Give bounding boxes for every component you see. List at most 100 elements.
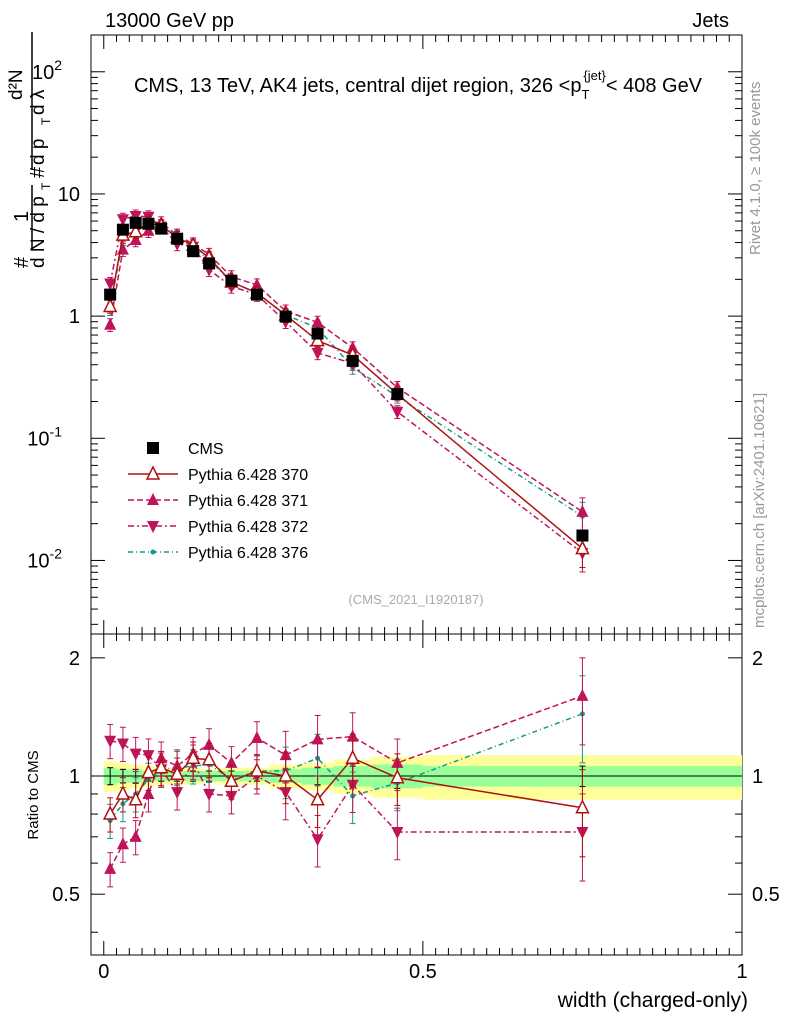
data-point-triangle-open xyxy=(185,749,201,764)
data-point-triangle-open xyxy=(390,769,405,784)
data-point-triangle-open xyxy=(141,763,156,779)
data-point-square xyxy=(187,245,200,258)
data-point-triangle-open xyxy=(278,767,293,782)
svg-text:d λ: d λ xyxy=(28,89,49,115)
svg-text:1: 1 xyxy=(11,211,33,222)
data-point-triangle-down xyxy=(147,521,159,533)
data-point-triangle-up xyxy=(104,861,117,874)
y-tick-label: 10 xyxy=(58,184,80,206)
data-point-triangle-open xyxy=(310,331,325,347)
data-point-square xyxy=(346,354,359,367)
data-point-square xyxy=(279,310,292,323)
y-tick-label-right: 1 xyxy=(752,766,763,788)
data-point-triangle-down xyxy=(129,748,142,761)
y-tick-label: 10-1 xyxy=(27,423,62,450)
data-point-triangle-open xyxy=(102,805,118,820)
data-point-triangle-open xyxy=(345,749,360,764)
x-tick-label: 1 xyxy=(736,961,747,983)
data-point-triangle-down xyxy=(203,788,216,801)
y-tick-label: 1 xyxy=(69,766,80,788)
legend-item: Pythia 6.428 370 xyxy=(128,465,308,484)
data-point-square xyxy=(225,274,238,287)
data-point-triangle-open xyxy=(102,297,118,313)
series-pythia-6-428-370 xyxy=(102,214,590,569)
data-point-triangle-down xyxy=(311,347,324,360)
header-left: 13000 GeV pp xyxy=(105,10,234,32)
data-point-triangle-down xyxy=(116,738,129,751)
y-tick-label: 0.5 xyxy=(52,884,80,906)
data-point-triangle-down xyxy=(171,787,184,800)
data-point-triangle-up xyxy=(116,837,129,850)
data-point-square xyxy=(250,288,263,301)
x-tick-label: 0 xyxy=(98,961,109,983)
svg-text:d²N: d²N xyxy=(6,69,27,100)
data-point-triangle-open xyxy=(224,772,239,787)
data-point-square xyxy=(576,529,589,542)
data-point-triangle-up xyxy=(311,732,324,745)
mcplots-label: mcplots.cern.ch [arXiv:2401.10621] xyxy=(751,393,768,628)
data-point-square xyxy=(116,223,129,236)
series-pythia-6-428-376 xyxy=(107,218,586,536)
y-tick-label: 2 xyxy=(69,648,80,670)
legend-label: Pythia 6.428 370 xyxy=(188,467,308,484)
legend-item: Pythia 6.428 371 xyxy=(128,493,308,510)
legend-item: Pythia 6.428 372 xyxy=(128,519,308,536)
ratio-series-pythia-6-428-370 xyxy=(102,733,590,858)
ratio-axis-ticks: 0.5 0.5 1 1 2 2 0 0.5 1 xyxy=(52,634,780,983)
data-point-triangle-up xyxy=(311,315,324,328)
ratio-series-pythia-6-428-372 xyxy=(104,723,589,882)
series-pythia-6-428-371 xyxy=(104,215,589,532)
data-point-triangle-up xyxy=(116,242,129,255)
data-point-triangle-up xyxy=(576,504,589,517)
main-series-layer xyxy=(102,209,590,573)
data-point-triangle-up xyxy=(250,730,263,743)
legend-label: Pythia 6.428 372 xyxy=(188,519,308,536)
data-point-square xyxy=(203,257,216,270)
data-point-triangle-open xyxy=(128,223,143,238)
svg-text:d p: d p xyxy=(28,139,49,165)
data-point-triangle-down xyxy=(391,406,404,419)
data-point-triangle-open xyxy=(128,791,143,806)
y-tick-label: 102 xyxy=(32,57,62,84)
data-point-square xyxy=(391,388,404,401)
data-point-triangle-up xyxy=(142,786,155,799)
data-point-triangle-up xyxy=(147,493,159,505)
main-title: CMS, 13 TeV, AK4 jets, central dijet reg… xyxy=(134,68,703,102)
data-point-triangle-open xyxy=(575,539,590,555)
data-point-triangle-open xyxy=(115,785,131,800)
y-tick-label: 1 xyxy=(69,306,80,328)
ratio-series-layer xyxy=(102,657,590,888)
data-point-square xyxy=(155,222,168,235)
data-point-triangle-open xyxy=(249,762,265,777)
legend-item: CMS xyxy=(147,441,224,458)
y-tick-label-right: 0.5 xyxy=(752,884,780,906)
data-point-square xyxy=(142,217,155,230)
main-y-axis-label: # 1 d N / d p T # d²N d p T d λ xyxy=(6,32,53,268)
data-point-triangle-up xyxy=(129,829,142,842)
header-right: Jets xyxy=(692,10,729,32)
data-point-square xyxy=(147,442,159,454)
data-point-triangle-up xyxy=(104,317,117,330)
data-point-square xyxy=(311,327,324,340)
data-point-triangle-open xyxy=(145,465,161,480)
series-line xyxy=(109,221,583,513)
series-line xyxy=(109,215,583,554)
legend-label: CMS xyxy=(188,441,224,458)
data-point-triangle-down xyxy=(104,278,117,291)
svg-text:T: T xyxy=(39,117,53,125)
data-point-square xyxy=(104,288,117,301)
svg-text:#: # xyxy=(27,166,49,178)
ratio-line xyxy=(109,739,583,841)
analysis-tag: (CMS_2021_I1920187) xyxy=(348,592,483,607)
svg-text:d N / d p: d N / d p xyxy=(28,196,49,268)
x-axis-label: width (charged-only) xyxy=(557,989,748,1012)
legend-item: Pythia 6.428 376 xyxy=(128,545,308,562)
data-point-triangle-open xyxy=(169,765,185,781)
ratio-uncertainty-band xyxy=(103,755,742,800)
data-point-triangle-open xyxy=(310,791,325,806)
data-point-square xyxy=(171,232,184,245)
series-line xyxy=(109,223,583,517)
legend-label: Pythia 6.428 371 xyxy=(188,493,308,510)
data-point-triangle-up xyxy=(576,688,589,701)
